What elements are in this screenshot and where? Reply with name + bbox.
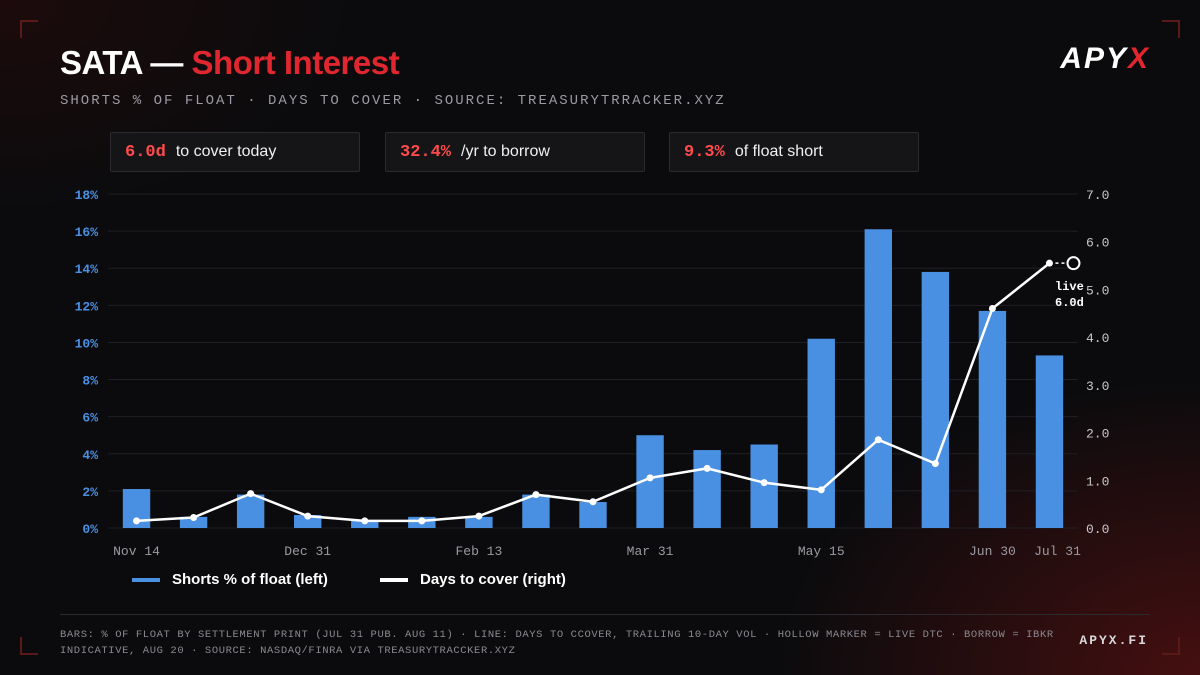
stat-label: of float short [734,143,823,160]
stat-value: 6.0d [125,142,166,162]
stat-label: to cover today [175,143,277,160]
left-axis-tick-label: 2% [82,485,98,500]
x-axis-tick-label: Feb 13 [455,544,502,559]
bar [807,338,835,528]
left-axis-tick-label: 14% [75,262,99,277]
left-axis-tick-label: 0% [82,522,98,537]
brand-logo: APYX [1060,42,1150,76]
line-point [304,512,312,520]
line-point [247,490,255,498]
corner-bracket-top-right [1162,20,1180,38]
right-axis-tick-label: 5.0 [1086,283,1109,298]
bar [750,444,778,528]
page-subtitle: SHORTS % OF FLOAT · DAYS TO COVER · SOUR… [60,93,726,109]
line-point [760,479,768,487]
x-axis-tick-label: May 15 [798,544,845,559]
bar [236,494,265,528]
days-to-cover-line [136,262,1051,523]
stat-card-float-short: 9.3% of float short [669,132,919,172]
line-point [646,474,654,482]
line-point [988,305,996,313]
live-value-label: 6.0d [1055,296,1084,310]
x-axis-tick-label: Mar 31 [627,544,674,559]
left-axis-tick-label: 18% [75,188,99,203]
line-point [817,486,825,494]
line-point [589,498,597,506]
left-axis-tick-label: 12% [75,299,99,314]
site-url: APYX.FI [1079,633,1148,648]
left-axis-tick-label: 8% [82,374,98,389]
line-point [361,517,369,525]
left-axis-tick-label: 16% [75,225,99,240]
x-axis-tick-label: Nov 14 [113,544,160,559]
right-axis-tick-label: 2.0 [1086,427,1109,442]
live-label: live [1055,280,1084,294]
logo-main: APY [1060,42,1128,75]
left-axis-tick-label: 6% [82,411,98,426]
stat-card-days-to-cover: 6.0d to cover today [110,132,360,172]
left-axis-tick-label: 10% [75,336,99,351]
line-point [532,491,540,499]
line-point [133,517,141,525]
x-axis-tick-label: Dec 31 [284,544,331,559]
live-marker [1066,256,1081,271]
legend-item-shorts: Shorts % of float (left) [132,571,328,588]
corner-bracket-top-left [20,20,38,38]
line-point [931,460,939,468]
logo-accent: X [1127,42,1150,75]
x-axis-tick-label: Jun 30 [969,544,1016,559]
title-accent: Short Interest [191,44,400,81]
legend-item-days-to-cover: Days to cover (right) [380,571,566,588]
right-axis-tick-label: 6.0 [1086,236,1109,251]
title-main: SATA — [60,44,192,81]
bar [693,450,721,528]
footer-divider [60,614,1150,615]
bar [921,271,950,528]
stat-value: 32.4% [400,142,452,162]
legend-label: Shorts % of float (left) [172,571,328,588]
page-title: SATA — Short Interest [60,44,400,82]
bar [1035,355,1064,528]
right-axis-tick-label: 0.0 [1086,522,1109,537]
stat-label: /yr to borrow [461,143,550,160]
line-point [475,512,483,520]
line-point [703,464,711,472]
left-axis-tick-label: 4% [82,448,98,463]
right-axis-tick-label: 1.0 [1086,474,1109,489]
line-point [190,514,198,522]
bar [179,516,208,528]
corner-bracket-bottom-left [20,637,38,655]
bar [978,310,1007,528]
bar [579,502,607,528]
corner-bracket-bottom-right [1162,637,1180,655]
legend-label: Days to cover (right) [420,571,566,588]
bar [465,516,493,528]
bar [294,515,322,528]
bar [522,494,550,528]
footnote: BARS: % OF FLOAT BY SETTLEMENT PRINT (JU… [60,629,1054,657]
x-axis-tick-label: Jul 31 [1034,544,1081,559]
line-point [874,436,882,444]
legend-swatch-white [380,577,408,582]
stat-card-borrow-rate: 32.4% /yr to borrow [385,132,645,172]
bar [864,229,892,528]
right-axis-tick-label: 7.0 [1086,188,1109,203]
line-point [418,517,426,525]
legend-swatch-blue [132,577,160,582]
stat-value: 9.3% [684,142,725,162]
right-axis-tick-label: 4.0 [1086,331,1109,346]
right-axis-tick-label: 3.0 [1086,379,1109,394]
